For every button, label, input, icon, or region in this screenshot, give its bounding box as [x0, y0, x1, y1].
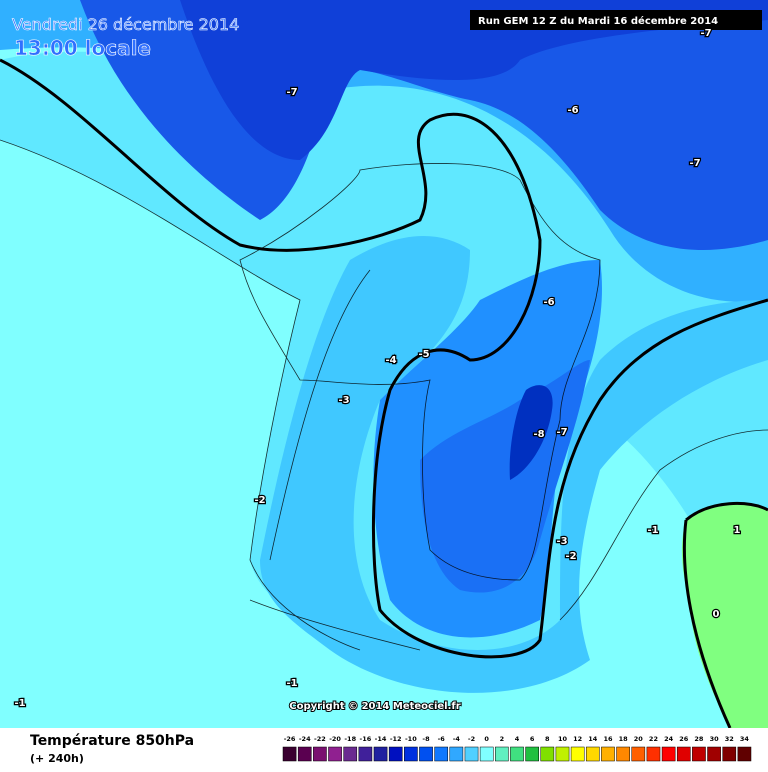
legend-label: 24: [664, 735, 674, 743]
legend-label: 0: [484, 735, 489, 743]
legend-swatch: [722, 746, 737, 762]
legend-label: 8: [545, 735, 550, 743]
legend: -26 -24 -22 -20 -18 -16 -14 -12 -10 -8 -6 -4 -2 0 2 4 6 8…: [282, 735, 752, 762]
legend-label: -4: [453, 735, 461, 743]
legend-swatch: [282, 746, 297, 762]
legend-swatch: [631, 746, 646, 762]
legend-swatch: [510, 746, 524, 762]
legend-swatch: [555, 746, 570, 762]
contour-label: -2: [565, 551, 576, 562]
contour-label: -5: [418, 349, 429, 360]
contour-label: -1: [286, 678, 297, 689]
legend-label: 26: [679, 735, 689, 743]
legend-swatch: [540, 746, 555, 762]
contour-label: -2: [254, 495, 265, 506]
contour-label: -3: [556, 536, 567, 547]
legend-swatch: [388, 746, 403, 762]
legend-label: 22: [649, 735, 658, 743]
run-box: [470, 10, 762, 30]
legend-label: 10: [558, 735, 568, 743]
legend-swatch: [449, 746, 464, 762]
legend-swatch: [737, 746, 752, 762]
legend-swatch: [343, 746, 358, 762]
legend-swatch: [676, 746, 691, 762]
legend-label: 4: [515, 735, 520, 743]
legend-label: -6: [438, 735, 446, 743]
legend-label: 18: [619, 735, 629, 743]
legend-swatch: [464, 746, 479, 762]
footer-lead: (+ 240h): [30, 752, 84, 765]
contour-label: -8: [533, 429, 544, 440]
legend-swatch: [419, 746, 433, 762]
contour-label: -1: [647, 525, 658, 536]
legend-swatch: [313, 746, 327, 762]
legend-swatch: [373, 746, 388, 762]
legend-label: 12: [573, 735, 582, 743]
legend-label: 2: [500, 735, 505, 743]
contour-label: -7: [700, 28, 711, 39]
map-time: 13:00 locale: [14, 36, 151, 60]
legend-label: 28: [694, 735, 704, 743]
legend-label: -22: [314, 735, 326, 743]
contour-label: 1: [734, 525, 741, 536]
legend-swatch: [646, 746, 661, 762]
run-info: Run GEM 12 Z du Mardi 16 décembre 2014: [478, 15, 718, 27]
contour-label: -7: [556, 427, 567, 438]
legend-label: -18: [344, 735, 356, 743]
legend-swatch: [328, 746, 342, 762]
legend-swatch: [479, 746, 494, 762]
legend-label: -10: [405, 735, 417, 743]
legend-swatch: [525, 746, 539, 762]
legend-swatch: [297, 746, 312, 762]
legend-label: -14: [375, 735, 387, 743]
legend-swatch: [661, 746, 676, 762]
legend-swatch: [707, 746, 721, 762]
legend-label: 32: [725, 735, 734, 743]
contour-label: -7: [286, 87, 297, 98]
legend-label: 6: [530, 735, 535, 743]
contour-label: -3: [338, 395, 349, 406]
legend-label: -16: [360, 735, 372, 743]
legend-swatch: [570, 746, 585, 762]
contour-label: -1: [14, 698, 25, 709]
footer-title: Température 850hPa: [30, 733, 194, 749]
legend-swatch: [692, 746, 706, 762]
legend-label: 14: [588, 735, 598, 743]
legend-label: -8: [422, 735, 430, 743]
contour-label: -6: [567, 105, 578, 116]
legend-label: -20: [329, 735, 341, 743]
contour-label: 0: [713, 609, 720, 620]
map-date: Vendredi 26 décembre 2014: [12, 15, 239, 34]
legend-label: -24: [299, 735, 311, 743]
legend-swatch: [585, 746, 600, 762]
contour-label: -4: [385, 355, 396, 366]
legend-swatch: [601, 746, 615, 762]
legend-swatch: [404, 746, 418, 762]
legend-label: 30: [710, 735, 720, 743]
legend-label: 20: [634, 735, 644, 743]
legend-swatch: [434, 746, 449, 762]
contour-label: -7: [689, 158, 700, 169]
contour-labels: -7 -7 -6 -7 -6 -5 -4 -3 -8 -7 -2 -1 -3 -2 1 0 -1 -1: [13, 27, 742, 711]
legend-label: 16: [603, 735, 613, 743]
legend-swatch: [358, 746, 373, 762]
legend-label: 34: [740, 735, 750, 743]
copyright: Copyright © 2014 Meteociel.fr: [289, 701, 460, 712]
legend-label: -26: [284, 735, 296, 743]
contour-label: -6: [543, 297, 554, 308]
legend-label: -12: [390, 735, 402, 743]
map: [0, 0, 768, 729]
legend-swatch: [616, 746, 630, 762]
legend-swatch: [495, 746, 509, 762]
legend-label: -2: [468, 735, 475, 743]
